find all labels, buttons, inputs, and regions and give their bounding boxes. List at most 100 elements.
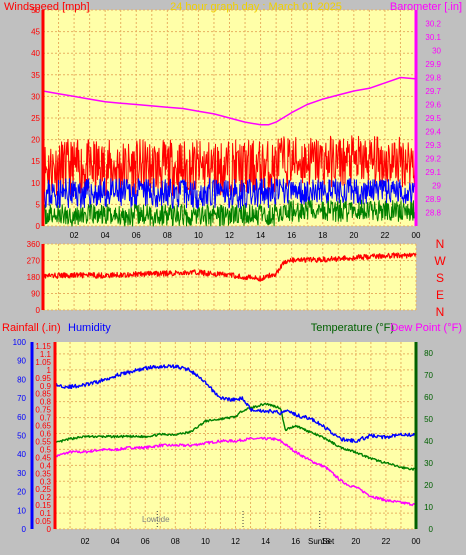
humidity-line bbox=[54, 364, 417, 444]
direction-line bbox=[42, 252, 417, 282]
barometer-tick-7: 29.5 bbox=[425, 114, 441, 123]
temperature-x-tick-labels: 02 04 06 08 10 12 14 16 18 20 22 00 bbox=[81, 537, 421, 546]
temperature-tick-0: 0 bbox=[429, 525, 434, 534]
wind-left-tick-labels: 0 5 10 15 20 25 30 35 40 45 50 bbox=[31, 6, 40, 231]
barometer-tick-5: 29.3 bbox=[425, 141, 441, 150]
wind-x-tick-2: 06 bbox=[132, 231, 141, 240]
lowtide-label: Lowtide bbox=[142, 515, 170, 524]
rain-tick-12: 0.6 bbox=[40, 430, 52, 439]
rain-tick-23: 1.15 bbox=[35, 342, 51, 351]
rain-tick-20: 1 bbox=[47, 366, 52, 375]
wind-x-tick-8: 18 bbox=[318, 231, 327, 240]
temperature-x-tick-6: 14 bbox=[261, 537, 270, 546]
temperature-tick-6: 60 bbox=[424, 393, 433, 402]
direction-series bbox=[42, 252, 417, 282]
barometer-line bbox=[42, 76, 417, 126]
rain-tick-3: 0.15 bbox=[35, 501, 51, 510]
direction-tick-labels: 360 270 180 90 0 bbox=[27, 240, 41, 315]
temperature-tick-labels: 0 10 20 30 40 50 60 70 80 bbox=[424, 349, 433, 534]
rain-tick-1: 0.05 bbox=[35, 517, 51, 526]
humidity-tick-5: 50 bbox=[17, 432, 26, 441]
temperature-tick-8: 80 bbox=[424, 349, 433, 358]
rain-tick-7: 0.35 bbox=[35, 469, 51, 478]
direction-tick-0: 360 bbox=[27, 240, 41, 249]
barometer-tick-10: 29.8 bbox=[425, 74, 441, 83]
wind-series bbox=[42, 76, 417, 227]
temperature-x-tick-4: 10 bbox=[201, 537, 210, 546]
humidity-tick-4: 40 bbox=[17, 450, 26, 459]
humidity-axis-label: Humidity bbox=[68, 322, 111, 334]
temperature-x-tick-7: 16 bbox=[291, 537, 300, 546]
direction-letter-0: N bbox=[436, 237, 445, 251]
direction-letter-3: E bbox=[436, 288, 444, 302]
temperature-x-tick-0: 02 bbox=[81, 537, 90, 546]
rain-tick-13: 0.65 bbox=[35, 422, 51, 431]
direction-letter-1: W bbox=[434, 254, 446, 268]
rain-tick-9: 0.45 bbox=[35, 453, 51, 462]
direction-letter-4: N bbox=[436, 305, 445, 319]
rain-tick-6: 0.3 bbox=[40, 477, 52, 486]
wind-speed-line bbox=[42, 178, 417, 210]
humidity-tick-8: 80 bbox=[17, 375, 26, 384]
wind-x-tick-9: 20 bbox=[349, 231, 358, 240]
windspeed-axis-label: Windspeed [mph] bbox=[4, 1, 90, 13]
rain-tick-0: 0 bbox=[47, 525, 52, 534]
barometer-tick-8: 29.6 bbox=[425, 101, 441, 110]
temperature-tick-2: 20 bbox=[424, 481, 433, 490]
rain-tick-14: 0.7 bbox=[40, 414, 52, 423]
temperature-panel: Rainfall (.in) Humidity Temperature (°F)… bbox=[2, 322, 462, 546]
barometer-tick-14: 30.2 bbox=[425, 20, 441, 29]
temperature-x-tick-9: 20 bbox=[351, 537, 360, 546]
wind-tick-9: 45 bbox=[31, 28, 40, 37]
wind-tick-6: 30 bbox=[31, 92, 40, 101]
wind-x-tick-1: 04 bbox=[101, 231, 110, 240]
wind-x-tick-11: 00 bbox=[412, 231, 421, 240]
barometer-tick-0: 28.8 bbox=[425, 209, 441, 218]
barometer-tick-11: 29.9 bbox=[425, 60, 441, 69]
rainfall-axis-label: Rainfall (.in) bbox=[2, 322, 61, 334]
temperature-tick-3: 30 bbox=[424, 459, 433, 468]
wind-tick-8: 40 bbox=[31, 49, 40, 58]
wind-tick-7: 35 bbox=[31, 71, 40, 80]
wind-x-tick-0: 02 bbox=[70, 231, 79, 240]
humidity-tick-3: 30 bbox=[17, 469, 26, 478]
temperature-tick-4: 40 bbox=[424, 437, 433, 446]
barometer-tick-1: 28.9 bbox=[425, 195, 441, 204]
wind-x-tick-4: 10 bbox=[194, 231, 203, 240]
temperature-x-tick-11: 00 bbox=[412, 537, 421, 546]
temperature-line bbox=[54, 402, 417, 471]
temperature-x-tick-10: 22 bbox=[381, 537, 390, 546]
rain-tick-17: 0.85 bbox=[35, 390, 51, 399]
temperature-x-tick-5: 12 bbox=[231, 537, 240, 546]
temperature-x-tick-8: 18 bbox=[321, 537, 330, 546]
wind-min-line bbox=[42, 199, 417, 227]
rain-tick-10: 0.5 bbox=[40, 445, 52, 454]
dewpoint-axis-label: Dew Point (°F) bbox=[390, 322, 462, 334]
rain-tick-22: 1.1 bbox=[40, 350, 52, 359]
wind-tick-2: 10 bbox=[31, 179, 40, 188]
wind-tick-5: 25 bbox=[31, 114, 40, 123]
temperature-tick-7: 70 bbox=[424, 371, 433, 380]
barometer-tick-13: 30.1 bbox=[425, 33, 441, 42]
wind-tick-1: 5 bbox=[36, 200, 41, 209]
wind-x-tick-6: 14 bbox=[256, 231, 265, 240]
rainfall-tick-labels: 00.050.10.150.20.250.30.350.40.450.50.55… bbox=[35, 342, 51, 534]
wind-tick-4: 20 bbox=[31, 136, 40, 145]
humidity-tick-labels: 0 10 20 30 40 50 60 70 80 90 100 bbox=[13, 338, 27, 534]
wind-tick-3: 15 bbox=[31, 157, 40, 166]
direction-tick-3: 90 bbox=[31, 290, 40, 299]
event-markers bbox=[156, 511, 321, 529]
rain-tick-18: 0.9 bbox=[40, 382, 52, 391]
temperature-tick-5: 50 bbox=[424, 415, 433, 424]
barometer-tick-12: 30 bbox=[432, 47, 441, 56]
wind-x-tick-10: 22 bbox=[380, 231, 389, 240]
wind-x-tick-3: 08 bbox=[163, 231, 172, 240]
rain-tick-8: 0.4 bbox=[40, 461, 52, 470]
rain-tick-5: 0.25 bbox=[35, 485, 51, 494]
temperature-axis-label: Temperature (°F) bbox=[311, 322, 394, 334]
humidity-tick-10: 100 bbox=[13, 338, 27, 347]
humidity-tick-6: 60 bbox=[17, 413, 26, 422]
wind-x-tick-7: 16 bbox=[287, 231, 296, 240]
